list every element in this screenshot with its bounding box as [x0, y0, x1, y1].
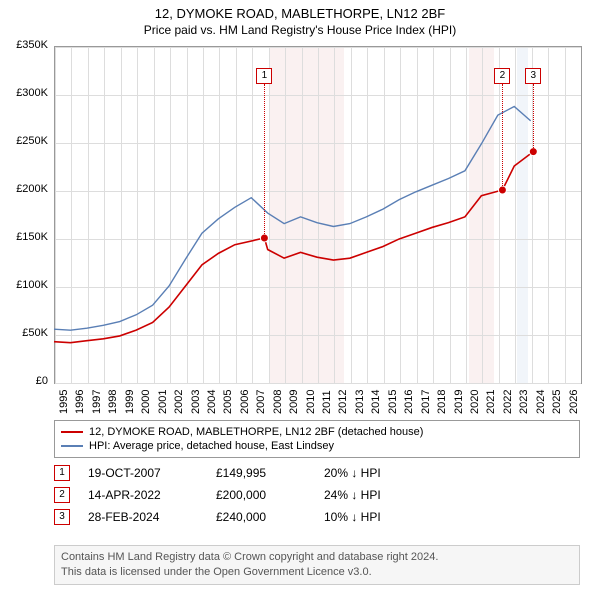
chart-container: 12, DYMOKE ROAD, MABLETHORPE, LN12 2BF P… — [0, 0, 600, 590]
x-tick-label: 2003 — [190, 390, 202, 414]
x-tick-label: 2013 — [354, 390, 366, 414]
x-tick-label: 2023 — [518, 390, 530, 414]
y-tick-label: £150K — [0, 231, 48, 243]
attribution-line2: This data is licensed under the Open Gov… — [61, 565, 573, 580]
legend-label: HPI: Average price, detached house, East… — [89, 440, 334, 452]
sale-marker-line — [533, 84, 534, 151]
x-tick-label: 2018 — [436, 390, 448, 414]
sales-row-index: 1 — [54, 465, 70, 481]
sale-marker-line — [502, 84, 503, 190]
sales-delta: 24% ↓ HPI — [324, 488, 381, 502]
sale-marker-box: 3 — [525, 68, 541, 84]
x-tick-label: 2002 — [173, 390, 185, 414]
sales-row: 1 19-OCT-2007 £149,995 20% ↓ HPI — [54, 462, 381, 484]
sales-delta: 10% ↓ HPI — [324, 510, 381, 524]
x-tick-label: 2006 — [239, 390, 251, 414]
sales-date: 28-FEB-2024 — [88, 510, 198, 524]
sale-marker-box: 1 — [256, 68, 272, 84]
sales-price: £200,000 — [216, 488, 306, 502]
x-tick-label: 2017 — [420, 390, 432, 414]
legend-row: 12, DYMOKE ROAD, MABLETHORPE, LN12 2BF (… — [61, 425, 573, 439]
sale-marker-box: 2 — [494, 68, 510, 84]
y-tick-label: £250K — [0, 135, 48, 147]
x-tick-label: 2022 — [502, 390, 514, 414]
x-tick-label: 2007 — [255, 390, 267, 414]
x-tick-label: 1996 — [74, 390, 86, 414]
x-tick-label: 1998 — [107, 390, 119, 414]
x-tick-label: 2025 — [551, 390, 563, 414]
sales-row: 3 28-FEB-2024 £240,000 10% ↓ HPI — [54, 506, 381, 528]
y-tick-label: £350K — [0, 39, 48, 51]
x-tick-label: 2026 — [568, 390, 580, 414]
y-tick-label: £50K — [0, 327, 48, 339]
x-tick-label: 2014 — [370, 390, 382, 414]
legend-label: 12, DYMOKE ROAD, MABLETHORPE, LN12 2BF (… — [89, 426, 423, 438]
y-tick-label: £100K — [0, 279, 48, 291]
x-tick-label: 2004 — [206, 390, 218, 414]
attribution-line1: Contains HM Land Registry data © Crown c… — [61, 550, 573, 565]
x-tick-label: 1999 — [124, 390, 136, 414]
attribution-box: Contains HM Land Registry data © Crown c… — [54, 545, 580, 585]
sales-price: £149,995 — [216, 466, 306, 480]
y-tick-label: £0 — [0, 375, 48, 387]
x-tick-label: 1997 — [91, 390, 103, 414]
x-tick-label: 2020 — [469, 390, 481, 414]
sales-table: 1 19-OCT-2007 £149,995 20% ↓ HPI 2 14-APR-202… — [54, 462, 381, 528]
y-tick-label: £200K — [0, 183, 48, 195]
x-tick-label: 2021 — [485, 390, 497, 414]
x-tick-label: 2010 — [305, 390, 317, 414]
sales-delta: 20% ↓ HPI — [324, 466, 381, 480]
legend-swatch — [61, 431, 83, 433]
legend-row: HPI: Average price, detached house, East… — [61, 439, 573, 453]
sales-price: £240,000 — [216, 510, 306, 524]
x-tick-label: 2005 — [222, 390, 234, 414]
legend-swatch — [61, 445, 83, 447]
x-tick-label: 2016 — [403, 390, 415, 414]
x-tick-label: 2024 — [535, 390, 547, 414]
x-tick-label: 2001 — [157, 390, 169, 414]
x-tick-label: 2000 — [140, 390, 152, 414]
sales-row: 2 14-APR-2022 £200,000 24% ↓ HPI — [54, 484, 381, 506]
x-tick-label: 2015 — [387, 390, 399, 414]
legend: 12, DYMOKE ROAD, MABLETHORPE, LN12 2BF (… — [54, 420, 580, 458]
sale-marker-line — [264, 84, 265, 238]
sales-row-index: 3 — [54, 509, 70, 525]
series-price_paid — [54, 152, 533, 343]
x-tick-label: 2012 — [337, 390, 349, 414]
x-tick-label: 2009 — [288, 390, 300, 414]
x-tick-label: 2019 — [453, 390, 465, 414]
sales-date: 14-APR-2022 — [88, 488, 198, 502]
x-tick-label: 1995 — [58, 390, 70, 414]
x-tick-label: 2008 — [272, 390, 284, 414]
sales-date: 19-OCT-2007 — [88, 466, 198, 480]
sales-row-index: 2 — [54, 487, 70, 503]
x-tick-label: 2011 — [321, 390, 333, 414]
y-tick-label: £300K — [0, 87, 48, 99]
